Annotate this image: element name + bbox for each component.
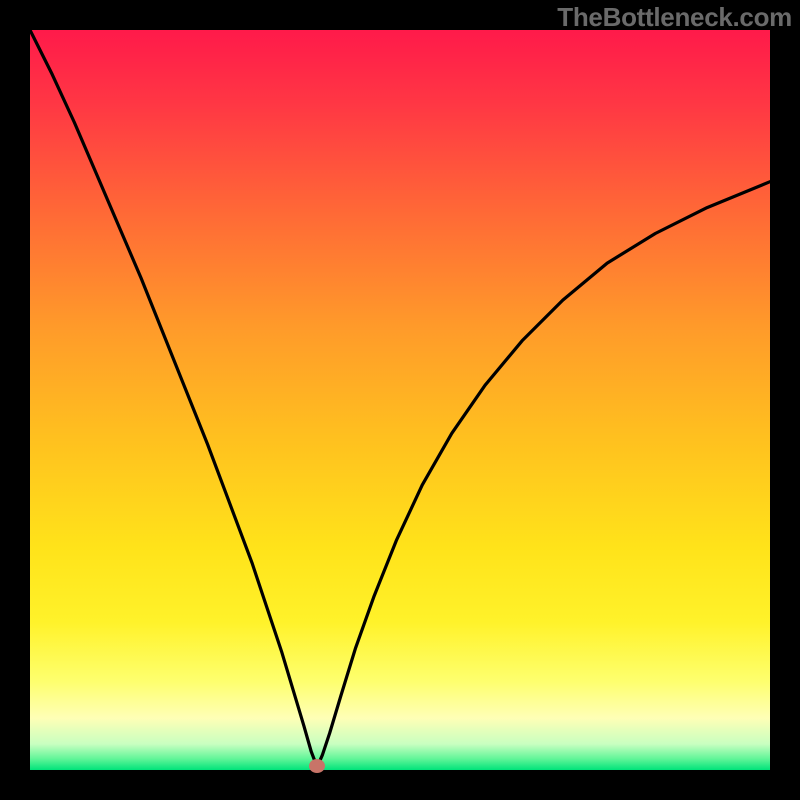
watermark-text: TheBottleneck.com — [557, 2, 792, 33]
chart-plot-area — [30, 30, 770, 770]
bottleneck-curve — [30, 30, 770, 770]
curve-right-branch — [317, 182, 770, 767]
minimum-marker — [309, 759, 325, 773]
curve-left-branch — [30, 30, 317, 767]
